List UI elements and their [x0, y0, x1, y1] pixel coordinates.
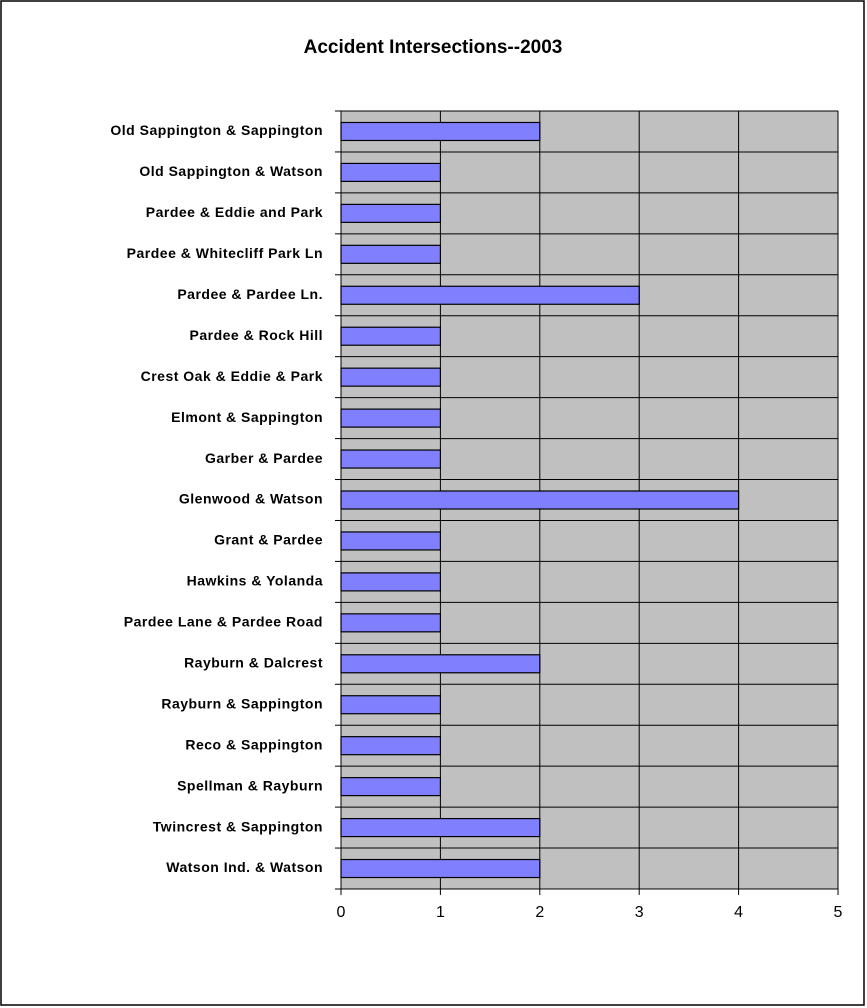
bar [340, 162, 442, 183]
y-tick-label: Pardee & Rock Hill [190, 327, 324, 343]
y-tick-label: Grant & Pardee [214, 532, 323, 548]
y-tick-label: Rayburn & Sappington [161, 695, 323, 711]
bar [340, 408, 442, 428]
bar [340, 449, 442, 469]
y-tick-label: Old Sappington & Sappington [110, 122, 323, 138]
y-tick-label: Elmont & Sappington [171, 409, 323, 425]
y-tick-label: Hawkins & Yolanda [187, 573, 323, 589]
y-tick-label: Rayburn & Dalcrest [184, 654, 323, 670]
y-tick-label: Pardee & Eddie and Park [146, 204, 323, 220]
y-tick-label: Glenwood & Watson [179, 491, 323, 507]
bar [340, 777, 442, 797]
bar [340, 858, 541, 879]
y-tick-label: Pardee & Whitecliff Park Ln [127, 245, 323, 261]
bar [340, 203, 442, 223]
y-tick-label: Crest Oak & Eddie & Park [141, 368, 323, 384]
bar [340, 326, 442, 346]
bar [340, 490, 740, 510]
x-tick-label: 5 [834, 904, 843, 921]
x-tick-label: 3 [635, 904, 644, 921]
x-tick-label: 1 [436, 904, 445, 921]
x-tick-label: 0 [337, 904, 346, 921]
bar [340, 613, 442, 633]
bar [340, 654, 541, 674]
bar [340, 817, 541, 838]
y-tick-label: Reco & Sappington [185, 736, 323, 752]
y-tick-label: Watson Ind. & Watson [166, 859, 323, 875]
y-tick-label: Pardee Lane & Pardee Road [124, 614, 323, 630]
bar [340, 367, 442, 387]
bar [340, 695, 442, 715]
bar [340, 572, 442, 592]
x-tick-label: 2 [535, 904, 544, 921]
bar [340, 244, 442, 264]
bar [340, 285, 640, 305]
y-tick-label: Garber & Pardee [205, 450, 323, 466]
x-tick-label: 4 [734, 904, 743, 921]
chart-title: Accident Intersections--2003 [304, 37, 563, 58]
bar [340, 736, 442, 756]
bar [340, 531, 442, 551]
y-tick-label: Twincrest & Sappington [153, 818, 323, 834]
y-tick-label: Pardee & Pardee Ln. [177, 286, 323, 302]
y-tick-label: Spellman & Rayburn [177, 777, 323, 793]
bar [340, 121, 541, 142]
y-tick-label: Old Sappington & Watson [139, 163, 323, 179]
